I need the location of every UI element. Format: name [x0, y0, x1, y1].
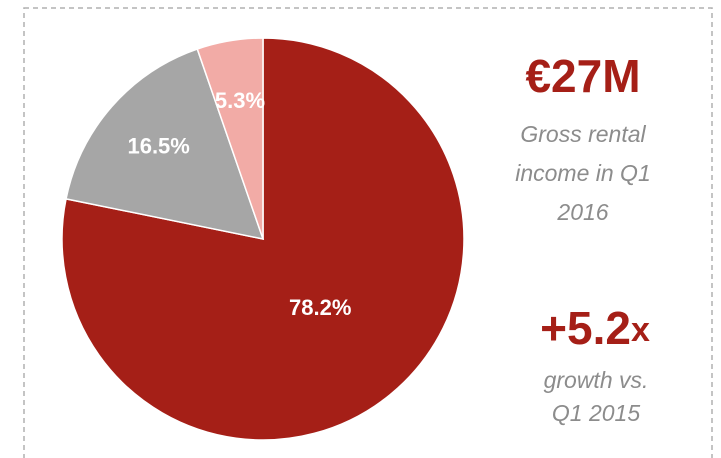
kpi-number: +5.2 [540, 302, 631, 354]
data-label: 78.2% [289, 295, 351, 320]
data-label: 16.5% [127, 133, 189, 158]
kpi-unit: x [631, 311, 650, 349]
kpi-caption: 2016 [556, 199, 608, 225]
kpi-value: +5.2x [540, 302, 650, 354]
frame [23, 7, 713, 458]
kpi-caption: growth vs. [544, 367, 649, 393]
kpi-value: €27M [525, 50, 640, 102]
pie-slice [65, 48, 265, 240]
kpi-caption: Q1 2015 [552, 400, 640, 426]
data-label: 5.3% [215, 88, 265, 113]
kpi-caption: Gross rental [520, 121, 646, 147]
kpi-caption: income in Q1 [515, 160, 651, 186]
pie-slice [196, 37, 264, 240]
pie: 78.2% 16.5% 5.3% [61, 37, 465, 441]
